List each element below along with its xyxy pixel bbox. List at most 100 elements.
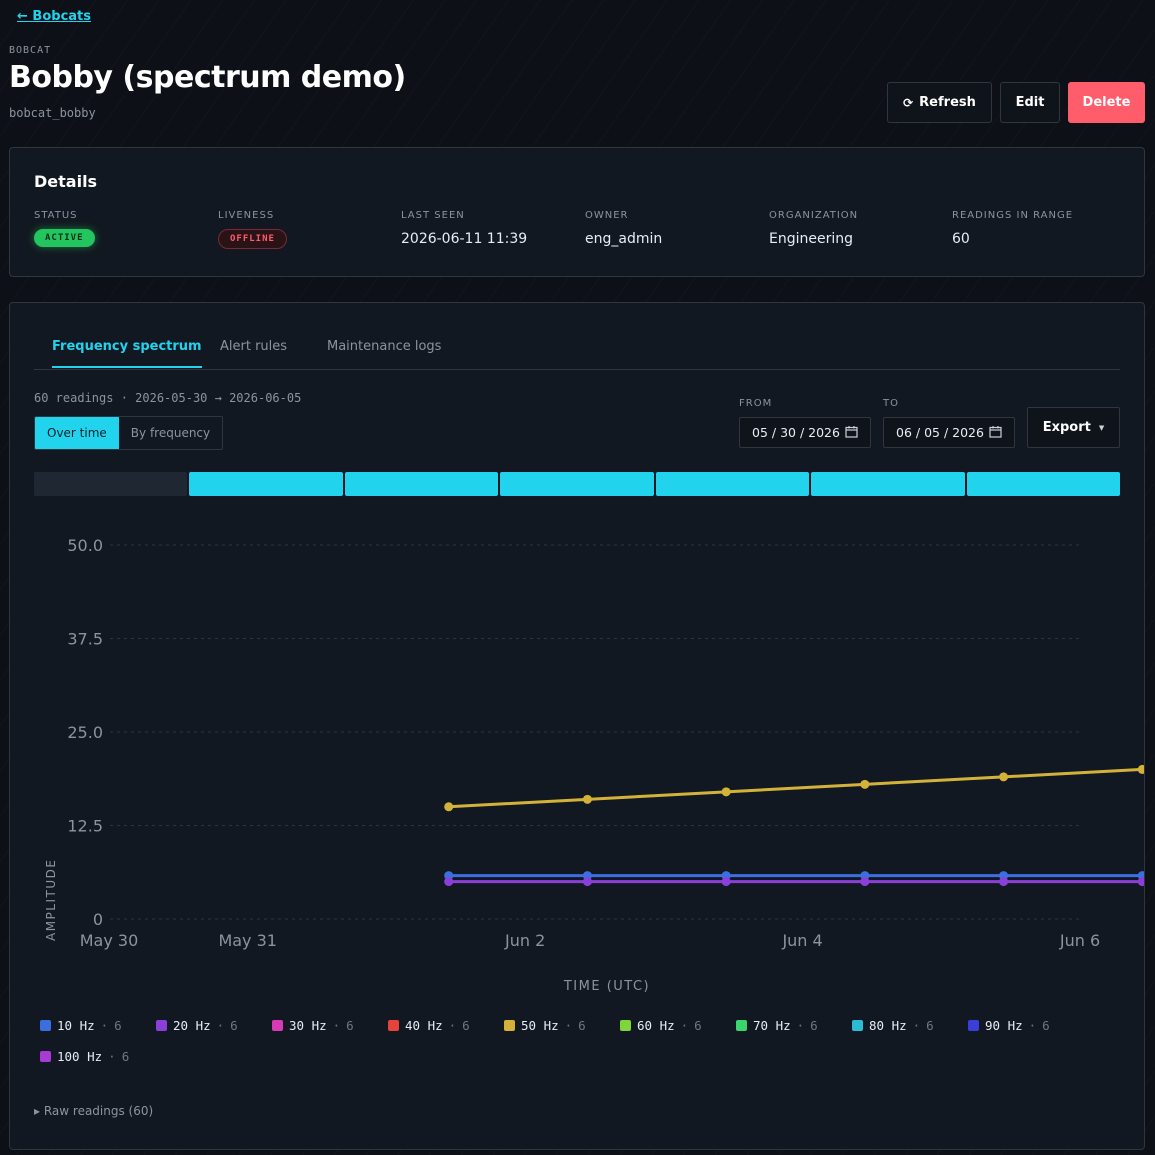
data-point[interactable] — [582, 794, 592, 804]
x-tick-label: Jun 6 — [1059, 931, 1100, 950]
series-10hz — [444, 871, 1144, 881]
timeline-segment — [34, 472, 188, 496]
legend-label: 10 Hz — [57, 1018, 95, 1033]
owner-value: eng_admin — [585, 231, 663, 247]
owner-field: OWNER eng_admin — [585, 210, 662, 247]
timeline-segment — [655, 472, 810, 496]
legend-swatch — [272, 1020, 283, 1031]
legend-count: 6 — [230, 1018, 238, 1033]
export-button[interactable]: Export ▼ — [1027, 407, 1120, 448]
legend-count: 6 — [1042, 1018, 1050, 1033]
legend-swatch — [40, 1051, 51, 1062]
liveness-badge: OFFLINE — [218, 229, 287, 249]
series-20hz — [444, 877, 1144, 887]
legend-separator: · — [680, 1018, 689, 1033]
legend-swatch — [968, 1020, 979, 1031]
legend-swatch — [40, 1020, 51, 1031]
series-line — [448, 767, 1143, 809]
legend-item[interactable]: 90 Hz · 6 — [968, 1018, 1084, 1033]
legend-count: 6 — [121, 1049, 130, 1064]
status-label: STATUS — [34, 210, 78, 221]
entity-type-label: BOBCAT — [9, 45, 52, 56]
refresh-label: Refresh — [919, 95, 976, 110]
legend-separator: · — [564, 1018, 573, 1033]
legend-item[interactable]: 80 Hz · 6 — [852, 1018, 968, 1033]
series-50hz — [444, 764, 1144, 812]
last-seen-field: LAST SEEN 2026-06-11 11:39 — [401, 210, 527, 247]
y-tick-label: 12.5 — [67, 817, 103, 836]
legend-item[interactable]: 50 Hz · 6 — [504, 1018, 620, 1033]
legend-count: 6 — [810, 1018, 818, 1033]
data-point[interactable] — [1137, 877, 1144, 887]
to-label: TO — [883, 398, 899, 409]
x-tick-label: May 31 — [218, 931, 277, 950]
back-link[interactable]: ← Bobcats — [17, 9, 91, 24]
legend-separator: · — [1028, 1018, 1037, 1033]
legend-swatch — [388, 1020, 399, 1031]
legend-item[interactable]: 40 Hz · 6 — [388, 1018, 504, 1033]
legend-item[interactable]: 10 Hz · 6 — [40, 1018, 156, 1033]
legend-separator: · — [216, 1018, 225, 1033]
legend-item[interactable]: 70 Hz · 6 — [736, 1018, 852, 1033]
legend-item[interactable]: 60 Hz · 6 — [620, 1018, 736, 1033]
delete-button[interactable]: Delete — [1068, 82, 1145, 123]
status-badge: ACTIVE — [34, 229, 95, 247]
organization-label: ORGANIZATION — [769, 210, 859, 221]
legend-count: 6 — [694, 1018, 702, 1033]
tab-alert-rules[interactable]: Alert rules — [220, 339, 288, 354]
calendar-icon — [845, 425, 858, 441]
data-point[interactable] — [444, 877, 454, 887]
legend-separator: · — [332, 1018, 341, 1033]
liveness-label: LIVENESS — [218, 210, 275, 221]
legend-label: 100 Hz — [57, 1049, 103, 1064]
view-toggle: Over time By frequency — [34, 416, 224, 450]
data-point[interactable] — [1137, 764, 1144, 774]
from-date-input[interactable]: 05 / 30 / 2026 — [739, 417, 871, 448]
timeline-segment — [811, 472, 965, 496]
legend-label: 40 Hz — [405, 1018, 443, 1033]
legend-label: 20 Hz — [173, 1018, 211, 1033]
x-tick-label: Jun 2 — [504, 931, 545, 950]
tab-frequency-spectrum[interactable]: Frequency spectrum — [52, 339, 202, 368]
calendar-icon — [989, 425, 1002, 441]
edit-button[interactable]: Edit — [1000, 82, 1060, 123]
data-point[interactable] — [999, 772, 1009, 782]
legend-item[interactable]: 30 Hz · 6 — [272, 1018, 388, 1033]
data-point[interactable] — [582, 877, 592, 887]
timeline-segment — [500, 472, 654, 496]
legend-item[interactable]: 20 Hz · 6 — [156, 1018, 272, 1033]
legend-label: 80 Hz — [869, 1018, 907, 1033]
legend-label: 30 Hz — [289, 1018, 327, 1033]
amplitude-chart: 50.0 37.5 25.0 12.5 0 May 30 May 31 Jun 2 Jun 4… — [44, 536, 1144, 994]
refresh-button[interactable]: ⟳ Refresh — [887, 82, 992, 123]
last-seen-value: 2026-06-11 11:39 — [401, 231, 528, 247]
tab-maintenance-logs[interactable]: Maintenance logs — [327, 339, 442, 354]
legend-swatch — [852, 1020, 863, 1031]
readings-value: 60 — [952, 231, 970, 247]
legend-separator: · — [448, 1018, 457, 1033]
y-tick-label: 0 — [93, 910, 103, 929]
legend-count: 6 — [114, 1018, 122, 1033]
caret-down-icon: ▼ — [1098, 423, 1105, 432]
data-point[interactable] — [860, 877, 870, 887]
legend-label: 50 Hz — [521, 1018, 559, 1033]
readings-field: READINGS IN RANGE 60 — [952, 210, 1073, 247]
to-date-input[interactable]: 06 / 05 / 2026 — [883, 417, 1015, 448]
legend-swatch — [620, 1020, 631, 1031]
chart-series — [444, 764, 1144, 887]
data-point[interactable] — [444, 802, 454, 812]
data-point[interactable] — [721, 877, 731, 887]
y-tick-label: 25.0 — [67, 723, 103, 742]
details-card: Details STATUS ACTIVE LIVENESS OFFLINE L… — [9, 147, 1145, 277]
raw-readings-toggle[interactable]: ▸ Raw readings (60) — [34, 1104, 154, 1118]
data-point[interactable] — [721, 787, 731, 797]
legend-item[interactable]: 100 Hz · 6 — [40, 1049, 156, 1064]
data-point[interactable] — [860, 779, 870, 789]
over-time-toggle[interactable]: Over time — [35, 417, 119, 449]
by-frequency-toggle[interactable]: By frequency — [130, 426, 211, 440]
spectrum-card: Frequency spectrum Alert rules Maintenan… — [9, 302, 1145, 1150]
legend-swatch — [504, 1020, 515, 1031]
data-point[interactable] — [999, 877, 1009, 887]
legend-separator: · — [796, 1018, 805, 1033]
timeline-segment — [344, 472, 499, 496]
